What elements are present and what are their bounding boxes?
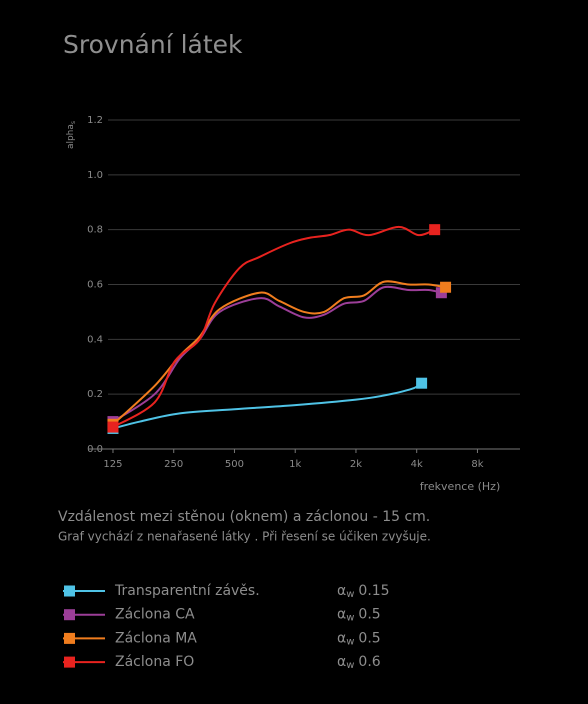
rating-symbol: α [337, 630, 346, 646]
y-tick-label: 0.2 [87, 389, 103, 400]
point-marker [107, 421, 119, 433]
rating-symbol: α [337, 607, 346, 623]
legend-label: Záclona CA [115, 607, 195, 623]
y-axis-label-main: alpha [66, 124, 76, 149]
series-line [112, 285, 442, 423]
y-tick-label: 0.8 [87, 225, 103, 236]
legend-marker [64, 632, 75, 644]
rating-subscript: w [346, 589, 354, 600]
y-tick-label: 1.2 [87, 115, 103, 126]
note: Graf vychází z nenařasené látky . Při ře… [58, 530, 431, 544]
legend-marker [64, 609, 75, 621]
legend-label: Transparentní závěs. [114, 583, 260, 599]
point-marker [416, 377, 428, 389]
legend-rating: αw 0.5 [337, 607, 381, 624]
x-axis-label: frekvence (Hz) [420, 480, 500, 493]
rating-symbol: α [337, 583, 346, 599]
point-marker [429, 224, 441, 236]
point-marker [440, 281, 452, 293]
rating-value: 0.5 [358, 607, 380, 623]
y-tick-label: 0.4 [87, 334, 103, 345]
y-axis-label-sub: s [70, 121, 77, 124]
legend-rating: αw 0.5 [337, 630, 381, 647]
series-line [112, 225, 436, 428]
y-axis-label: alphas [66, 121, 77, 149]
rating-subscript: w [346, 636, 354, 647]
legend-rating: αw 0.15 [337, 583, 390, 600]
rating-subscript: w [346, 613, 354, 624]
rating-symbol: α [337, 654, 346, 670]
rating-value: 0.15 [358, 583, 389, 599]
y-tick-label: 1.0 [87, 170, 103, 181]
legend-marker [64, 656, 75, 668]
rating-value: 0.6 [358, 654, 380, 670]
legend-marker [64, 585, 75, 597]
rating-value: 0.5 [358, 630, 380, 646]
x-tick-label: 125 [103, 459, 122, 470]
series-line [112, 382, 423, 430]
legend-label: Záclona FO [115, 654, 194, 670]
series-line [112, 280, 446, 426]
x-tick-label: 250 [164, 459, 183, 470]
legend-label: Záclona MA [115, 630, 197, 646]
chart-title: Srovnání látek [63, 30, 243, 59]
rating-subscript: w [346, 660, 354, 671]
x-tick-label: 4k [411, 459, 423, 470]
legend-rating: αw 0.6 [337, 654, 381, 671]
x-tick-label: 2k [350, 459, 362, 470]
x-tick-label: 500 [225, 459, 244, 470]
y-tick-label: 0.6 [87, 280, 103, 291]
note: Vzdálenost mezi stěnou (oknem) a záclono… [58, 509, 430, 525]
x-tick-label: 1k [289, 459, 301, 470]
x-tick-label: 8k [471, 459, 483, 470]
